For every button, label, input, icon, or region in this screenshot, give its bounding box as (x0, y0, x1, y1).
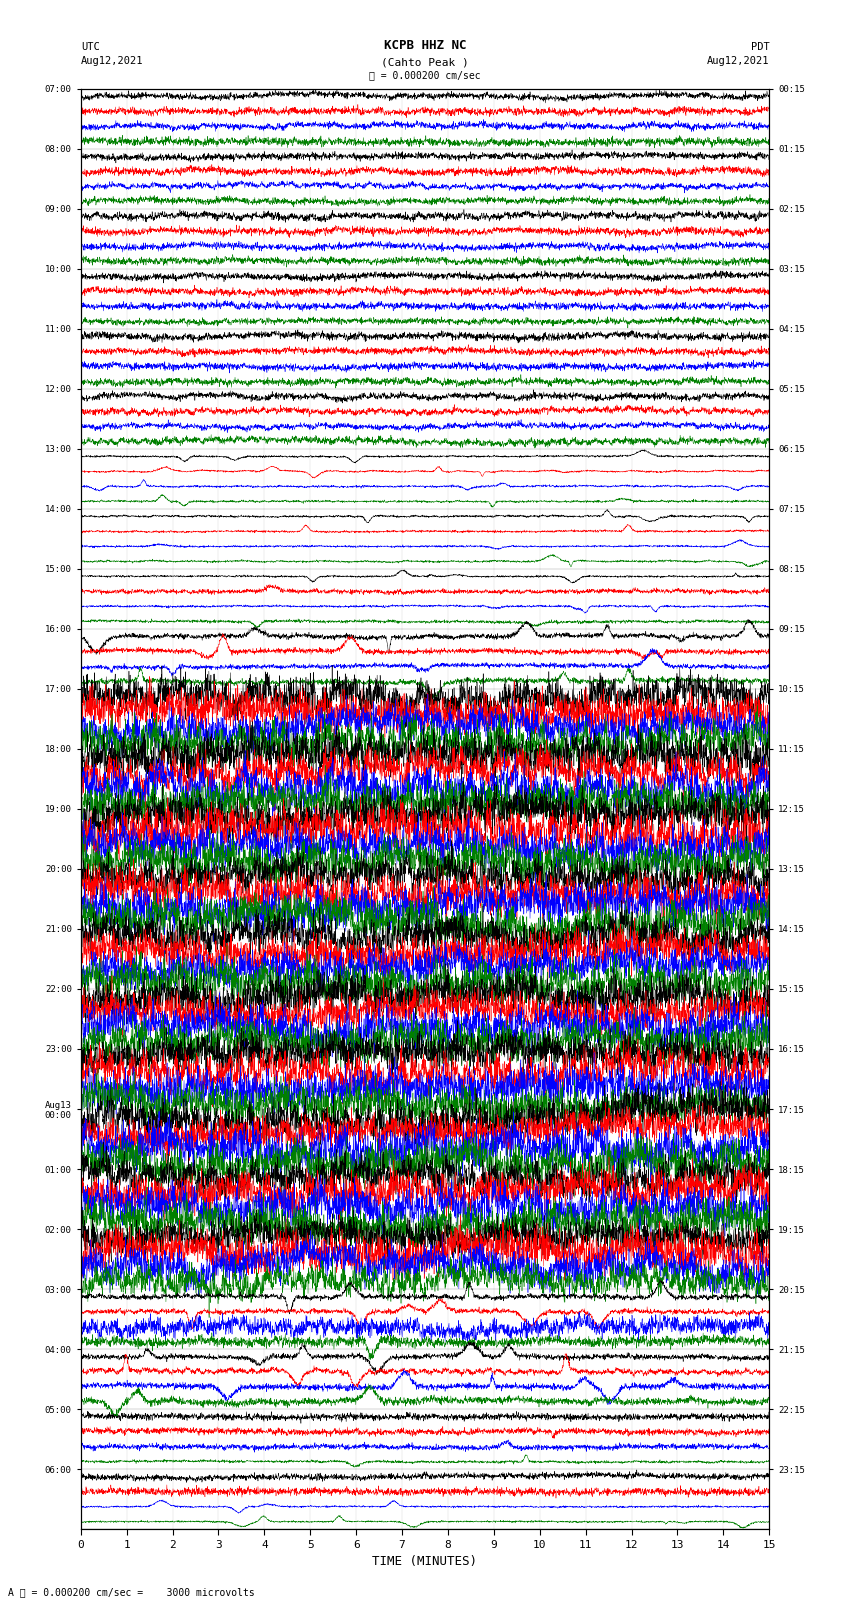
Text: ⎯ = 0.000200 cm/sec: ⎯ = 0.000200 cm/sec (369, 71, 481, 81)
Text: PDT: PDT (751, 42, 769, 52)
Text: A ⎯ = 0.000200 cm/sec =    3000 microvolts: A ⎯ = 0.000200 cm/sec = 3000 microvolts (8, 1587, 255, 1597)
Text: Aug12,2021: Aug12,2021 (706, 56, 769, 66)
Text: KCPB HHZ NC: KCPB HHZ NC (383, 39, 467, 52)
Text: UTC: UTC (81, 42, 99, 52)
Text: Aug12,2021: Aug12,2021 (81, 56, 144, 66)
Text: (Cahto Peak ): (Cahto Peak ) (381, 58, 469, 68)
X-axis label: TIME (MINUTES): TIME (MINUTES) (372, 1555, 478, 1568)
